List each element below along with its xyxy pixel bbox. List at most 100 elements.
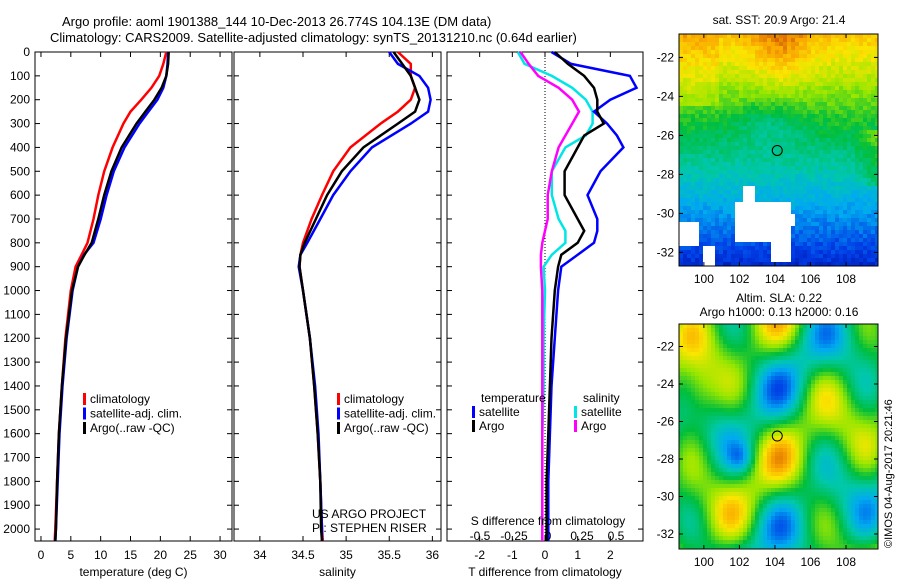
title-line-2: Climatology: CARS2009. Satellite-adjuste… xyxy=(50,30,577,45)
map-cell xyxy=(767,464,771,468)
map-cell xyxy=(779,90,783,94)
map-cell xyxy=(723,356,727,360)
map-cell xyxy=(867,384,871,388)
map-cell xyxy=(783,380,787,384)
map-cell xyxy=(683,74,687,78)
map-cell xyxy=(795,110,799,114)
map-cell xyxy=(791,118,795,122)
y-tick-label: 1700 xyxy=(3,451,30,465)
map-cell xyxy=(835,348,839,352)
map-cell xyxy=(683,432,687,436)
map-cell xyxy=(791,444,795,448)
map-cell xyxy=(739,384,743,388)
map-cell xyxy=(819,364,823,368)
map-cell xyxy=(759,134,763,138)
map-cell xyxy=(863,360,867,364)
map-cell xyxy=(835,62,839,66)
map-cell xyxy=(875,70,878,74)
map-cell xyxy=(843,54,847,58)
map-cell xyxy=(743,364,747,368)
map-cell xyxy=(699,126,703,130)
map-cell xyxy=(847,42,851,46)
map-cell xyxy=(783,150,787,154)
map-cell xyxy=(867,372,871,376)
map-cell xyxy=(727,102,731,106)
map-cell xyxy=(731,448,735,452)
map-cell xyxy=(787,356,791,360)
map-cell xyxy=(703,452,707,456)
map-cell xyxy=(791,456,795,460)
map-cell xyxy=(719,340,723,344)
map-cell xyxy=(811,476,815,480)
map-cell xyxy=(867,110,871,114)
map-cell xyxy=(699,186,703,190)
map-cell xyxy=(799,102,803,106)
map-cell xyxy=(775,408,779,412)
map-cell xyxy=(715,452,719,456)
map-cell xyxy=(751,250,755,254)
map-cell xyxy=(711,368,715,372)
map-cell xyxy=(871,242,875,246)
map-cell xyxy=(791,472,795,476)
map-cell xyxy=(687,344,691,348)
map-cell xyxy=(723,178,727,182)
map-cell xyxy=(851,110,855,114)
map-cell xyxy=(691,186,695,190)
map-cell xyxy=(803,138,807,142)
map-cell xyxy=(687,356,691,360)
map-cell xyxy=(679,190,683,194)
map-cell xyxy=(839,392,843,396)
map-cell xyxy=(695,420,699,424)
map-cell xyxy=(843,368,847,372)
map-cell xyxy=(827,432,831,436)
map-cell xyxy=(731,472,735,476)
map-cell xyxy=(771,368,775,372)
map-cell xyxy=(723,452,727,456)
map-cell xyxy=(707,420,711,424)
map-cell xyxy=(859,74,863,78)
map-cell xyxy=(759,86,763,90)
map-cell xyxy=(691,162,695,166)
map-cell xyxy=(763,38,767,42)
map-cell xyxy=(867,388,871,392)
map-cell xyxy=(687,476,691,480)
map-cell xyxy=(767,452,771,456)
map-cell xyxy=(823,210,827,214)
map-cell xyxy=(875,98,878,102)
map-cell xyxy=(775,58,779,62)
map-cell xyxy=(871,114,875,118)
map-cell xyxy=(783,34,787,38)
map-cell xyxy=(783,162,787,166)
map-cell xyxy=(863,182,867,186)
map-cell xyxy=(747,416,751,420)
map-cell xyxy=(807,174,811,178)
y-tick-label: 1900 xyxy=(3,498,30,512)
map-cell xyxy=(755,364,759,368)
map-cell xyxy=(791,174,795,178)
map-cell xyxy=(795,90,799,94)
map-cell xyxy=(835,412,839,416)
map-cell xyxy=(807,436,811,440)
map-cell xyxy=(875,412,878,416)
map-cell xyxy=(779,54,783,58)
map-cell xyxy=(751,66,755,70)
y-tick-label: 1800 xyxy=(3,474,30,488)
map-cell xyxy=(699,424,703,428)
map-cell xyxy=(859,118,863,122)
map-cell xyxy=(855,396,859,400)
map-cell xyxy=(795,460,799,464)
legend-swatch xyxy=(574,406,577,418)
map-cell xyxy=(715,134,719,138)
map-cell xyxy=(779,50,783,54)
map-cell xyxy=(863,166,867,170)
map-cell xyxy=(779,484,783,488)
map-cell xyxy=(711,102,715,106)
map-cell xyxy=(867,348,871,352)
map-cell xyxy=(723,408,727,412)
map-cell xyxy=(731,38,735,42)
map-cell xyxy=(839,456,843,460)
map-cell xyxy=(711,106,715,110)
map-cell xyxy=(743,106,747,110)
map-cell xyxy=(759,198,763,202)
map-cell xyxy=(739,106,743,110)
